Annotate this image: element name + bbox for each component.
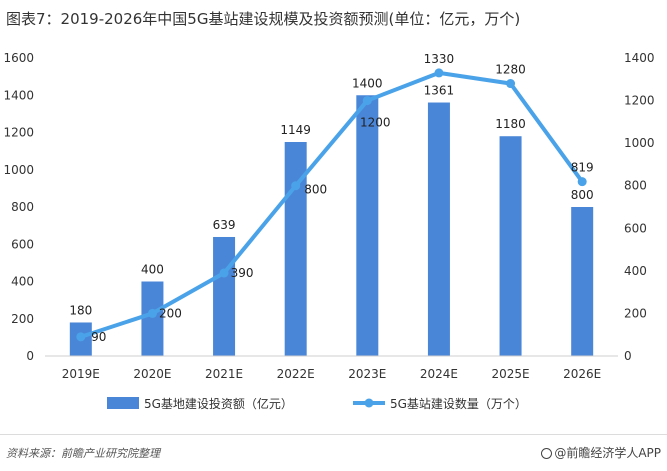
bar-data-label: 1180 (495, 117, 526, 131)
bar-data-label: 400 (141, 263, 164, 277)
footer: 资料来源：前瞻产业研究院整理 @前瞻经济学人APP (0, 434, 667, 471)
line-point (291, 181, 301, 191)
bar-data-label: 1361 (424, 84, 455, 98)
line-data-label: 1280 (495, 63, 526, 77)
x-tick-label: 2026E (563, 367, 601, 381)
x-tick-label: 2021E (205, 367, 243, 381)
bar (141, 281, 164, 356)
line-data-label: 90 (91, 330, 106, 344)
y-left-tick-label: 1600 (3, 51, 34, 65)
line-data-label: 819 (571, 161, 594, 175)
y-left-tick-label: 1000 (3, 163, 34, 177)
line-point (219, 268, 229, 278)
y-right-tick-label: 800 (624, 179, 647, 193)
y-right-tick-label: 1400 (624, 51, 655, 65)
y-right-tick-label: 400 (624, 264, 647, 278)
bar (427, 102, 450, 356)
line-point (362, 96, 372, 106)
y-right-tick-label: 600 (624, 221, 647, 235)
x-tick-label: 2022E (277, 367, 315, 381)
bar-data-label: 1149 (280, 123, 311, 137)
line-data-label: 1200 (360, 116, 391, 130)
y-right-tick-label: 1000 (624, 136, 655, 150)
line-point (76, 332, 86, 342)
x-tick-label: 2023E (348, 367, 386, 381)
x-tick-label: 2024E (420, 367, 458, 381)
legend-bar-swatch (107, 397, 139, 409)
y-right-tick-label: 0 (624, 349, 632, 363)
y-left-tick-label: 600 (11, 237, 34, 251)
brand-text: @前瞻经济学人APP (554, 446, 661, 460)
bar (571, 207, 594, 356)
line-point (147, 308, 157, 318)
line-data-label: 1330 (424, 52, 455, 66)
legend-line-label: 5G基站建设数量（万个） (390, 396, 527, 411)
bar (499, 136, 522, 356)
bar-data-label: 800 (571, 188, 594, 202)
y-right-tick-label: 1200 (624, 94, 655, 108)
y-left-tick-label: 1200 (3, 126, 34, 140)
bar (213, 236, 236, 356)
bar-data-label: 180 (69, 303, 92, 317)
line-point (577, 177, 587, 187)
chart-title: 图表7：2019-2026年中国5G基站建设规模及投资额预测(单位：亿元，万个) (6, 10, 521, 28)
x-tick-label: 2020E (133, 367, 171, 381)
y-left-tick-label: 0 (26, 349, 34, 363)
line-data-label: 800 (304, 183, 327, 197)
brand-credit: @前瞻经济学人APP (541, 444, 661, 461)
y-left-tick-label: 800 (11, 200, 34, 214)
y-right-tick-label: 200 (624, 306, 647, 320)
line-point (506, 79, 516, 89)
legend-bar-label: 5G基地建设投资额（亿元） (144, 396, 293, 411)
x-tick-label: 2025E (492, 367, 530, 381)
x-tick-label: 2019E (62, 367, 100, 381)
line-point (434, 68, 444, 78)
combo-chart: 0 200 400 600 800 1000 1200 1400 1600 0 200 400 600 8… (3, 51, 655, 411)
y-left-tick-label: 400 (11, 275, 34, 289)
bar (356, 95, 379, 356)
bar-data-label: 1400 (352, 76, 383, 90)
line-data-label: 390 (231, 266, 254, 280)
source-note: 资料来源：前瞻产业研究院整理 (6, 447, 160, 460)
series-line (78, 70, 585, 339)
y-left-tick-label: 1400 (3, 88, 34, 102)
line-data-label: 200 (159, 306, 182, 320)
brand-logo-icon (541, 448, 553, 459)
y-left-tick-label: 200 (11, 312, 34, 326)
legend-line-marker (364, 398, 374, 408)
bar-data-label: 639 (213, 218, 236, 232)
